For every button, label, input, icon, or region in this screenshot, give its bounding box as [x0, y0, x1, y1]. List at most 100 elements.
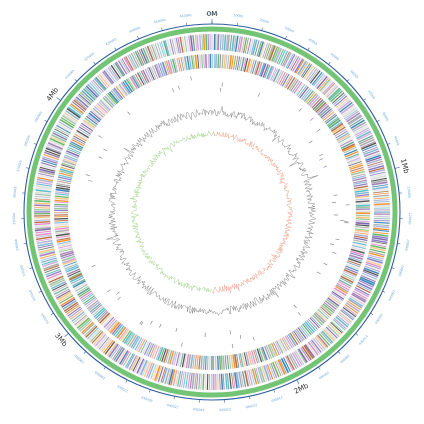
forward-cds-feature [307, 341, 319, 356]
forward-cds-feature [332, 319, 346, 331]
reverse-cds-feature [64, 264, 79, 271]
reverse-cds-feature [127, 78, 136, 91]
forward-cds-feature [138, 359, 146, 375]
forward-cds-feature [372, 235, 389, 239]
forward-cds-feature [252, 39, 258, 56]
reverse-cds-feature [108, 320, 119, 333]
forward-cds-feature [161, 367, 168, 384]
reverse-cds-feature [177, 352, 182, 367]
forward-cds-feature [271, 46, 279, 62]
forward-cds-feature [257, 367, 264, 383]
forward-cds-feature [52, 282, 67, 291]
forward-cds-feature [122, 352, 132, 367]
reverse-cds-feature [262, 64, 269, 78]
forward-cds-feature [325, 326, 338, 339]
forward-cds-feature [48, 139, 64, 148]
reverse-cds-feature [54, 219, 69, 222]
reverse-cds-feature [109, 321, 120, 334]
forward-cds-feature [75, 96, 89, 108]
reverse-cds-feature [257, 61, 263, 76]
forward-cds-feature [322, 81, 335, 95]
reverse-cds-feature [203, 54, 205, 69]
reverse-cds-feature [112, 88, 123, 101]
reverse-cds-feature [353, 239, 368, 244]
reverse-cds-feature [138, 71, 147, 85]
forward-cds-feature [372, 184, 388, 188]
reverse-cds-feature [232, 354, 236, 369]
forward-cds-feature [362, 146, 378, 154]
tick-label: 2400kb [193, 407, 205, 412]
reverse-cds-feature [134, 337, 143, 351]
forward-cds-feature [84, 87, 97, 99]
reverse-cds-feature [164, 61, 170, 75]
reverse-cds-feature [95, 104, 107, 115]
reverse-cds-feature [60, 166, 75, 172]
forward-cds-feature [357, 132, 372, 141]
reverse-cds-feature [273, 342, 280, 356]
reverse-cds-feature [355, 226, 370, 229]
reverse-cds-feature [278, 71, 286, 85]
reverse-cds-feature [355, 195, 370, 199]
forward-cds-feature [172, 370, 178, 386]
reverse-cds-feature [256, 348, 263, 363]
forward-cds-feature [333, 93, 346, 106]
forward-cds-feature [279, 358, 287, 374]
contig-ring [26, 26, 398, 398]
forward-cds-feature [324, 327, 337, 340]
forward-cds-feature [185, 372, 189, 389]
forward-cds-feature [64, 112, 78, 122]
forward-cds-feature [43, 263, 59, 270]
tick-label: 800kb [381, 112, 389, 123]
forward-cds-feature [344, 304, 359, 314]
tick-label: 3200kb [28, 289, 37, 302]
forward-cds-feature [183, 371, 187, 388]
reverse-cds-feature [291, 80, 301, 93]
reverse-cds-feature [73, 135, 86, 143]
forward-cds-feature [331, 92, 345, 104]
forward-cds-feature [336, 314, 350, 326]
tick-label: 3600kb [12, 186, 17, 198]
reverse-cds-feature [355, 220, 370, 223]
reverse-cds-feature [324, 113, 336, 123]
reverse-cds-feature [113, 87, 124, 100]
forward-cds-feature [106, 342, 118, 357]
forward-cds-feature [339, 312, 352, 323]
reverse-cds-feature [348, 161, 362, 167]
forward-cds-feature [293, 351, 303, 366]
reverse-cds-feature [253, 349, 258, 364]
forward-cds-feature [191, 372, 195, 389]
forward-cds-feature [134, 51, 143, 67]
tick-label: 3300kb [19, 264, 26, 277]
forward-cds-feature [233, 35, 237, 52]
reverse-cds-feature [57, 176, 72, 181]
reverse-cds-feature [275, 70, 282, 83]
reverse-cds-feature [223, 54, 226, 69]
reverse-cds-feature [224, 355, 227, 370]
reverse-cds-feature [122, 81, 132, 94]
forward-cds-feature [136, 50, 145, 66]
reverse-cds-feature [354, 233, 369, 238]
reverse-cds-feature [336, 132, 350, 141]
tick-label: 3500kb [12, 213, 16, 225]
forward-cds-feature [365, 261, 382, 268]
reverse-cds-feature [175, 352, 180, 367]
forward-cds-feature [102, 71, 113, 85]
forward-cds-feature [282, 51, 290, 67]
tick-label: 1700kb [358, 334, 369, 346]
forward-cds-feature [150, 363, 157, 380]
forward-cds-feature [101, 338, 113, 353]
forward-cds-feature [103, 340, 114, 354]
reverse-cds-feature [286, 334, 295, 348]
reverse-cds-feature [248, 59, 253, 73]
reverse-cds-feature [202, 355, 205, 370]
forward-cds-feature [300, 347, 310, 362]
reverse-cds-feature [187, 354, 192, 369]
forward-cds-feature [331, 321, 344, 333]
reverse-cds-feature [60, 253, 75, 259]
reverse-cds-feature [316, 310, 327, 321]
forward-cds-feature [38, 250, 55, 255]
forward-cds-feature [53, 130, 68, 139]
reverse-cds-feature [125, 332, 134, 345]
forward-cds-feature [113, 346, 124, 361]
reverse-cds-feature [67, 146, 81, 154]
